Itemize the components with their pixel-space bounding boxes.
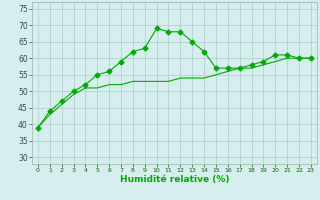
X-axis label: Humidité relative (%): Humidité relative (%) [120, 175, 229, 184]
